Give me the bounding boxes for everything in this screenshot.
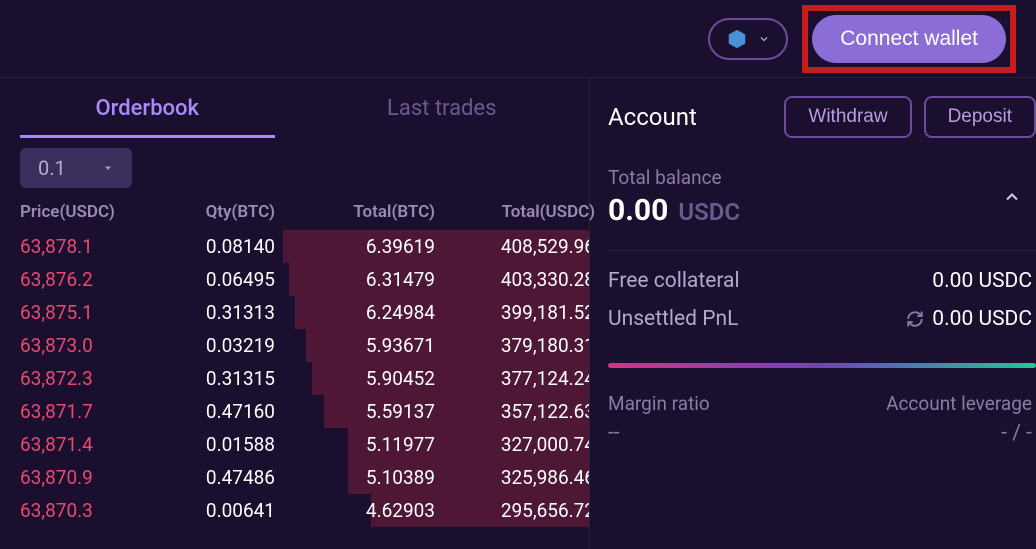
orderbook-row[interactable]: 63,870.30.006414.62903295,656.72	[0, 494, 589, 527]
precision-row: 0.1	[0, 138, 589, 194]
total-balance-label: Total balance	[608, 166, 1002, 189]
main: Orderbook Last trades 0.1 Price(USDC) Qt…	[0, 78, 1036, 549]
connect-wallet-button[interactable]: Connect wallet	[812, 15, 1006, 63]
qty: 0.47486	[150, 466, 275, 489]
balance-number: 0.00	[608, 193, 668, 228]
orderbook-row[interactable]: 63,871.40.015885.11977327,000.74	[0, 428, 589, 461]
qty: 0.08140	[150, 235, 275, 258]
margin-ratio-block: Margin ratio --	[608, 392, 710, 445]
price: 63,876.2	[20, 268, 150, 291]
network-icon	[726, 28, 748, 50]
total-usdc: 408,529.96	[435, 235, 589, 258]
unsettled-pnl-row: Unsettled PnL 0.00 USDC	[608, 307, 1036, 331]
margin-gradient-bar	[608, 363, 1036, 368]
total-balance-block[interactable]: Total balance 0.00 USDC	[608, 166, 1036, 228]
account-panel: Account Withdraw Deposit Total balance 0…	[590, 78, 1036, 549]
orderbook-row[interactable]: 63,876.20.064956.31479403,330.28	[0, 263, 589, 296]
total-btc: 4.62903	[275, 499, 435, 522]
free-collateral-row: Free collateral 0.00 USDC	[608, 269, 1036, 293]
orderbook-tabs: Orderbook Last trades	[0, 78, 589, 138]
total-btc: 5.93671	[275, 334, 435, 357]
total-usdc: 327,000.74	[435, 433, 589, 456]
orderbook-header: Price(USDC) Qty(BTC) Total(BTC) Total(US…	[0, 194, 589, 230]
withdraw-button[interactable]: Withdraw	[784, 96, 911, 138]
total-btc: 5.10389	[275, 466, 435, 489]
connect-wallet-highlight: Connect wallet	[802, 5, 1016, 73]
total-usdc: 377,124.24	[435, 367, 589, 390]
orderbook-row[interactable]: 63,871.70.471605.59137357,122.63	[0, 395, 589, 428]
qty: 0.31315	[150, 367, 275, 390]
chevron-up-icon	[1002, 187, 1022, 207]
total-btc: 6.39619	[275, 235, 435, 258]
total-btc: 5.11977	[275, 433, 435, 456]
orderbook-row[interactable]: 63,870.90.474865.10389325,986.46	[0, 461, 589, 494]
price: 63,878.1	[20, 235, 150, 258]
free-collateral-value: 0.00 USDC	[932, 269, 1032, 293]
total-btc: 6.24984	[275, 301, 435, 324]
precision-value: 0.1	[38, 156, 66, 180]
unsettled-pnl-label: Unsettled PnL	[608, 307, 738, 331]
total-usdc: 379,180.31	[435, 334, 589, 357]
qty: 0.31313	[150, 301, 275, 324]
bottom-stats: Margin ratio -- Account leverage - / -	[608, 392, 1036, 445]
chevron-down-icon	[758, 33, 770, 45]
price: 63,875.1	[20, 301, 150, 324]
price: 63,871.4	[20, 433, 150, 456]
chevron-down-icon	[102, 162, 114, 174]
account-leverage-value: - / -	[886, 421, 1032, 445]
total-usdc: 399,181.52	[435, 301, 589, 324]
balance-text: Total balance 0.00 USDC	[608, 166, 1002, 228]
qty: 0.00641	[150, 499, 275, 522]
refresh-icon[interactable]	[906, 310, 924, 328]
total-balance-value: 0.00 USDC	[608, 193, 1002, 228]
total-usdc: 295,656.72	[435, 499, 589, 522]
price: 63,870.3	[20, 499, 150, 522]
account-header: Account Withdraw Deposit	[608, 96, 1036, 138]
price: 63,873.0	[20, 334, 150, 357]
col-price: Price(USDC)	[20, 202, 150, 222]
account-title: Account	[608, 103, 772, 131]
unsettled-pnl-text: 0.00 USDC	[932, 307, 1032, 331]
orderbook-body: 63,878.10.081406.39619408,529.9663,876.2…	[0, 230, 589, 527]
margin-ratio-value: --	[608, 421, 710, 445]
deposit-button[interactable]: Deposit	[924, 96, 1036, 138]
price: 63,872.3	[20, 367, 150, 390]
total-usdc: 357,122.63	[435, 400, 589, 423]
divider	[608, 250, 1036, 251]
total-btc: 6.31479	[275, 268, 435, 291]
qty: 0.06495	[150, 268, 275, 291]
balance-currency: USDC	[678, 198, 740, 226]
free-collateral-label: Free collateral	[608, 269, 740, 293]
total-usdc: 403,330.28	[435, 268, 589, 291]
orderbook-row[interactable]: 63,875.10.313136.24984399,181.52	[0, 296, 589, 329]
unsettled-pnl-value: 0.00 USDC	[906, 307, 1032, 331]
col-qty: Qty(BTC)	[150, 202, 275, 222]
orderbook-row[interactable]: 63,872.30.313155.90452377,124.24	[0, 362, 589, 395]
tab-orderbook[interactable]: Orderbook	[0, 78, 295, 138]
topbar: Connect wallet	[0, 0, 1036, 78]
col-total-btc: Total(BTC)	[275, 202, 435, 222]
tab-last-trades[interactable]: Last trades	[295, 78, 590, 138]
account-leverage-block: Account leverage - / -	[886, 392, 1032, 445]
price: 63,870.9	[20, 466, 150, 489]
qty: 0.01588	[150, 433, 275, 456]
total-usdc: 325,986.46	[435, 466, 589, 489]
orderbook-row[interactable]: 63,878.10.081406.39619408,529.96	[0, 230, 589, 263]
col-total-usdc: Total(USDC)	[435, 202, 595, 222]
precision-select[interactable]: 0.1	[20, 148, 132, 188]
orderbook-row[interactable]: 63,873.00.032195.93671379,180.31	[0, 329, 589, 362]
price: 63,871.7	[20, 400, 150, 423]
orderbook-panel: Orderbook Last trades 0.1 Price(USDC) Qt…	[0, 78, 590, 549]
network-selector[interactable]	[708, 18, 788, 60]
margin-ratio-label: Margin ratio	[608, 392, 710, 415]
qty: 0.03219	[150, 334, 275, 357]
total-btc: 5.59137	[275, 400, 435, 423]
qty: 0.47160	[150, 400, 275, 423]
total-btc: 5.90452	[275, 367, 435, 390]
account-leverage-label: Account leverage	[886, 392, 1032, 415]
